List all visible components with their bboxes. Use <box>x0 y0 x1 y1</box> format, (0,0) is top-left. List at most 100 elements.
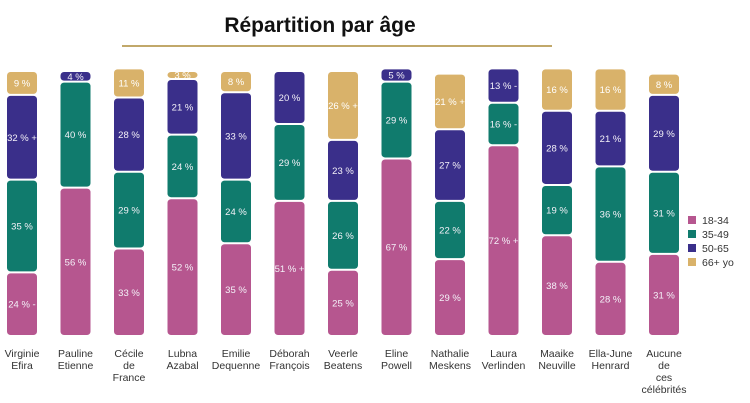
tick-label: Lubna <box>168 348 197 360</box>
data-label: 24 % - <box>8 300 35 311</box>
data-label: 29 % <box>279 158 301 169</box>
bar-segment-66-yo <box>595 69 626 110</box>
bar-segment-18-34 <box>114 249 144 335</box>
bar-stack: 35 % 24 % 33 % 8 % <box>221 72 251 335</box>
bar-segment-35-49 <box>542 185 572 235</box>
data-label: 25 % <box>332 298 354 309</box>
data-label: 31 % <box>653 290 675 301</box>
data-label: 29 % <box>386 116 408 127</box>
bar-stack: 25 % 26 % 23 % 26 % + <box>328 72 358 335</box>
data-label: 8 % <box>228 77 245 88</box>
tick-label: Efira <box>11 360 33 372</box>
bar-segment-50-65 <box>221 93 251 179</box>
data-label: 11 % <box>119 78 141 89</box>
tick-label: France <box>113 372 146 384</box>
data-label: 21 % + <box>435 97 465 108</box>
tick-label: Déborah <box>269 348 309 360</box>
data-label: 21 % <box>172 102 194 113</box>
data-label: 52 % <box>172 263 194 274</box>
data-label: 5 % <box>388 70 405 81</box>
bar-stack: 52 % 24 % 21 % 3 % <box>167 70 198 335</box>
tick-label: Cécile <box>114 348 143 360</box>
bar-segment-35-49 <box>381 82 412 158</box>
legend-entry: 18-34 <box>702 215 729 227</box>
bar-segment-18-34 <box>167 199 198 335</box>
data-label: 16 % - <box>490 120 517 131</box>
bar-stack: 29 % 22 % 27 % 21 % + <box>435 74 465 335</box>
bar-segment-50-65 <box>542 111 572 184</box>
legend: 18-34 35-49 50-65 66+ yo <box>688 215 734 269</box>
data-label: 72 % + <box>489 236 519 247</box>
tick-label: Virginie <box>5 348 40 360</box>
bar-stack: 38 % 19 % 28 % 16 % <box>542 69 572 335</box>
bar-segment-35-49 <box>114 172 144 248</box>
tick-label: Powell <box>381 360 412 372</box>
bar-segment-35-49 <box>274 125 305 200</box>
bar-segment-18-34 <box>381 159 412 335</box>
bar-segment-50-65 <box>60 72 91 81</box>
data-label: 9 % <box>14 78 31 89</box>
bar-segment-50-65 <box>274 72 305 123</box>
bar-segment-18-34 <box>221 244 251 335</box>
legend-swatch <box>688 216 696 224</box>
bar-segment-66-yo <box>7 72 37 94</box>
bar-stack: 33 % 29 % 28 % 11 % <box>114 69 144 335</box>
tick-label: de <box>123 360 135 372</box>
data-label: 16 % <box>546 85 568 96</box>
bar-segment-18-34 <box>7 273 37 335</box>
bar-segment-66-yo <box>328 72 358 139</box>
data-label: 28 % <box>600 294 622 305</box>
data-label: 27 % <box>439 161 461 172</box>
bar-segment-66-yo <box>114 69 144 97</box>
tick-label: Eline <box>385 348 409 360</box>
tick-label: Neuville <box>538 360 576 372</box>
tick-label: Veerle <box>328 348 358 360</box>
bar-segment-18-34 <box>274 201 305 335</box>
data-label: 22 % <box>439 226 461 237</box>
bar-segment-50-65 <box>649 95 679 171</box>
bar-segment-66-yo <box>649 74 679 94</box>
legend-swatch <box>688 230 696 238</box>
data-label: 38 % <box>546 281 568 292</box>
bar-stack: 72 % + 16 % - 13 % - <box>488 69 519 335</box>
bar-segment-50-65 <box>488 69 519 102</box>
data-label: 51 % + <box>275 264 305 275</box>
data-label: 29 % <box>653 129 675 140</box>
bar-segment-35-49 <box>7 180 37 272</box>
bar-segment-50-65 <box>435 130 465 200</box>
data-label: 35 % <box>225 285 247 296</box>
tick-label: Meskens <box>429 360 471 372</box>
bar-stack: 67 % 29 % 5 % <box>381 69 412 335</box>
bar-segment-18-34 <box>328 270 358 335</box>
data-label: 31 % <box>653 208 675 219</box>
legend-swatch <box>688 244 696 252</box>
bar-segment-35-49 <box>60 82 91 187</box>
tick-label: Maaike <box>540 348 574 360</box>
bar-segment-35-49 <box>435 201 465 259</box>
bar-segment-50-65 <box>114 98 144 171</box>
bar-segment-50-65 <box>381 69 412 81</box>
tick-label: Pauline <box>58 348 93 360</box>
bar-stack: 28 % 36 % 21 % 16 % <box>595 69 626 335</box>
tick-label: Emilie <box>222 348 251 360</box>
data-label: 56 % <box>65 257 87 268</box>
data-label: 36 % <box>600 210 622 221</box>
tick-label: François <box>269 360 309 372</box>
data-label: 3 % <box>174 70 191 81</box>
bar-segment-18-34 <box>60 188 91 335</box>
bar-segment-66-yo <box>435 74 465 129</box>
bar-segment-18-34 <box>595 262 626 335</box>
bar-segment-50-65 <box>328 140 358 200</box>
